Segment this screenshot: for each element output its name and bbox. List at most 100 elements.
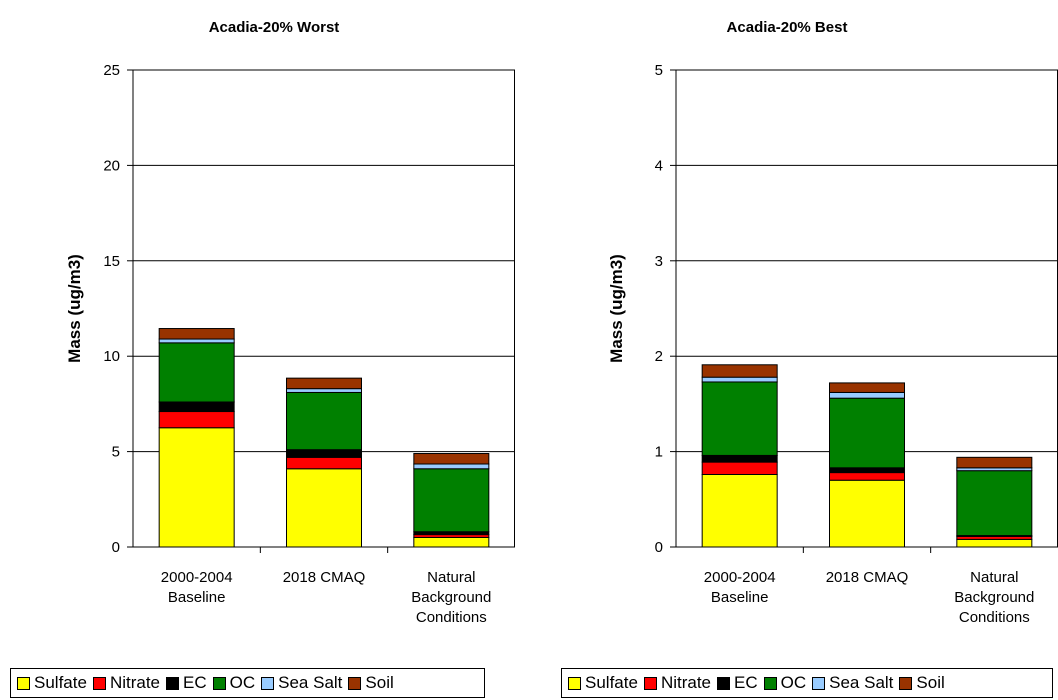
legend-item-soil: Soil	[899, 673, 945, 693]
chart-title: Acadia-20% Best	[727, 19, 848, 36]
legend-label: OC	[780, 673, 807, 692]
chart-panel-best: Acadia-20% Best 0 1 2 3 4 5 Mass (ug/m3) 2000-20…	[529, 0, 1058, 700]
y-tick-label: 10	[103, 348, 120, 365]
x-tick-label: Natural	[427, 569, 475, 586]
legend-item-sea-salt: Sea Salt	[812, 673, 893, 693]
legend-label: Sea Salt	[278, 673, 343, 692]
bar-segment-soil	[829, 382, 905, 393]
chart-worst: Acadia-20% Worst 0 5 10 15 20 25 Mass (ug/m3) 20…	[65, 19, 515, 626]
legend-label: Sulfate	[34, 673, 87, 692]
bar-segment-oc	[413, 468, 490, 533]
legend-item-sea-salt: Sea Salt	[261, 673, 342, 693]
x-tick-label: Baseline	[711, 589, 769, 606]
legend-label: Sea Salt	[829, 673, 894, 692]
legend-item-oc: OC	[763, 673, 807, 693]
legend-label: Nitrate	[109, 673, 161, 692]
y-tick-label: 25	[103, 62, 120, 79]
legend-swatch	[166, 676, 180, 690]
legend-swatch	[17, 676, 30, 690]
bar-segment-sulfate	[701, 473, 778, 548]
legend-swatch	[763, 676, 777, 690]
bar-segment-sulfate	[286, 468, 362, 548]
y-tick-label: 2	[655, 348, 663, 365]
bar-segment-nitrate	[701, 461, 778, 475]
legend-item-ec: EC	[166, 673, 207, 693]
bar-segment-soil	[158, 328, 235, 340]
y-tick-label: 4	[655, 157, 663, 174]
y-tick-label: 1	[655, 444, 663, 461]
legend-item-soil: Soil	[348, 673, 394, 693]
bar-segment-oc	[286, 391, 362, 451]
y-tick-label: 3	[655, 253, 663, 270]
x-tick-label: 2000-2004	[161, 569, 233, 586]
bar-segment-ec	[158, 401, 235, 413]
bar-segment-sea-salt	[286, 388, 362, 393]
legend-item-sulfate: Sulfate	[17, 673, 87, 693]
y-axis-label: Mass (ug/m3)	[65, 254, 84, 363]
x-tick-label: Background	[954, 589, 1034, 606]
x-tick-label: Baseline	[168, 589, 226, 606]
y-tick-label: 20	[103, 157, 120, 174]
y-tick-label: 0	[112, 539, 120, 556]
chart-title: Acadia-20% Worst	[209, 19, 340, 36]
x-tick-label: Natural	[970, 569, 1018, 586]
legend-swatch	[348, 676, 362, 690]
legend-swatch	[568, 676, 581, 690]
bar-segment-nitrate	[829, 472, 905, 481]
bar-segment-ec	[701, 454, 778, 463]
bar-segment-oc	[956, 470, 1033, 537]
bar-segment-sea-salt	[158, 338, 235, 344]
bar-segment-sulfate	[413, 536, 490, 548]
bar-segment-soil	[956, 456, 1033, 469]
y-axis-label: Mass (ug/m3)	[607, 254, 626, 363]
bar-segment-sea-salt	[413, 463, 490, 470]
x-tick-label: Conditions	[416, 609, 487, 626]
y-tick-label: 5	[112, 444, 120, 461]
legend-best: Sulfate Nitrate EC OC Sea Salt Soil	[561, 668, 1053, 698]
legend-worst: Sulfate Nitrate EC OC Sea Salt Soil	[10, 668, 485, 698]
legend-label: Nitrate	[660, 673, 712, 692]
bar-segment-ec	[829, 467, 905, 474]
legend-item-sulfate: Sulfate	[568, 673, 638, 693]
chart-best: Acadia-20% Best 0 1 2 3 4 5 Mass (ug/m3) 2000-20…	[607, 19, 1058, 626]
bar-segment-soil	[413, 453, 490, 465]
legend-swatch	[261, 676, 275, 690]
legend-swatch	[812, 676, 826, 690]
legend-swatch	[643, 676, 657, 690]
y-tick-label: 5	[655, 62, 663, 79]
bar-segment-ec	[286, 449, 362, 458]
x-tick-label: Background	[411, 589, 491, 606]
legend-label: OC	[229, 673, 256, 692]
legend-item-nitrate: Nitrate	[92, 673, 161, 693]
x-tick-label: 2018 CMAQ	[826, 569, 909, 586]
bar-segment-sulfate	[829, 479, 905, 548]
legend-item-nitrate: Nitrate	[643, 673, 712, 693]
legend-label: Soil	[365, 673, 394, 692]
legend-swatch	[899, 676, 913, 690]
x-tick-label: 2000-2004	[704, 569, 776, 586]
bar-segment-nitrate	[158, 411, 235, 429]
x-tick-label: 2018 CMAQ	[283, 569, 366, 586]
bar-segment-oc	[701, 381, 778, 456]
bar-segment-oc	[158, 342, 235, 403]
legend-label: Sulfate	[585, 673, 638, 692]
bar-segment-oc	[829, 397, 905, 469]
bar-segment-soil	[701, 364, 778, 378]
bar-segment-nitrate	[286, 456, 362, 470]
x-tick-label: Conditions	[959, 609, 1030, 626]
bar-segment-sea-salt	[701, 376, 778, 383]
bar-segment-sea-salt	[829, 391, 905, 399]
bar-segment-sulfate	[158, 427, 235, 548]
legend-item-oc: OC	[212, 673, 256, 693]
legend-label: EC	[183, 673, 207, 692]
chart-panel-worst: Acadia-20% Worst 0 5 10 15 20 25 Mass (ug/m3) 20…	[10, 19, 515, 698]
legend-swatch	[717, 676, 731, 690]
y-tick-label: 0	[655, 539, 663, 556]
legend-swatch	[212, 676, 226, 690]
legend-label: Soil	[916, 673, 945, 692]
bar-segment-sulfate	[956, 538, 1033, 548]
legend-swatch	[92, 676, 106, 690]
legend-label: EC	[734, 673, 758, 692]
legend-item-ec: EC	[717, 673, 758, 693]
bar-segment-soil	[286, 377, 362, 390]
